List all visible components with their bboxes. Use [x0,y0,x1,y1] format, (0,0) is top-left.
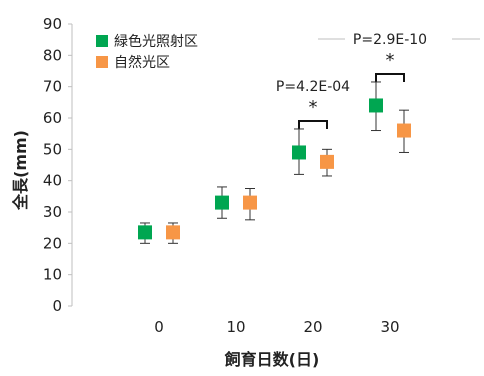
y-tick-label: 40 [43,172,62,190]
x-tick-label: 0 [154,318,164,336]
axes: 0 10 20 30 40 50 60 70 80 90 0 10 20 30 [43,15,400,336]
y-tick-label: 30 [43,203,62,221]
bracket-line [375,72,405,82]
y-tick-label: 0 [52,297,62,315]
legend-label: 緑色光照射区 [114,33,198,50]
x-axis-title: 飼育日数(日) [224,350,320,369]
data-point [292,145,306,160]
significance-star: * [309,97,318,118]
series-2 [166,109,411,244]
data-point [166,225,180,240]
y-tick-label: 50 [43,140,62,158]
data-point [243,195,257,210]
legend-item: 緑色光照射区 [96,33,198,50]
y-axis-title: 全長(mm) [11,130,30,211]
data-series [138,81,411,244]
p-value-label: P=4.2E-04 [276,79,350,95]
data-point [369,98,383,113]
legend-label: 自然光区 [114,54,170,71]
x-tick-label: 30 [380,318,399,336]
data-point [320,154,334,169]
significance-annotations: * P=4.2E-04 * P=2.9E-10 [276,32,480,129]
data-point [397,123,411,138]
legend-swatch [96,56,108,68]
y-tick-label: 20 [43,234,62,252]
legend-item: 自然光区 [96,54,170,71]
series-1 [138,81,383,244]
y-tick-label: 80 [43,46,62,64]
significance-bracket: * P=4.2E-04 [276,79,350,129]
y-tick-label: 60 [43,109,62,127]
significance-bracket: * P=2.9E-10 [318,32,480,82]
p-value-label: P=2.9E-10 [353,32,427,48]
x-tick-label: 20 [303,318,322,336]
data-point [138,225,152,240]
y-tick-label: 90 [43,15,62,33]
data-point [215,195,229,210]
x-tick-label: 10 [226,318,245,336]
y-tick-label: 10 [43,266,62,284]
legend-swatch [96,35,108,47]
y-tick-label: 70 [43,78,62,96]
significance-star: * [386,50,395,71]
bracket-line [298,119,328,129]
